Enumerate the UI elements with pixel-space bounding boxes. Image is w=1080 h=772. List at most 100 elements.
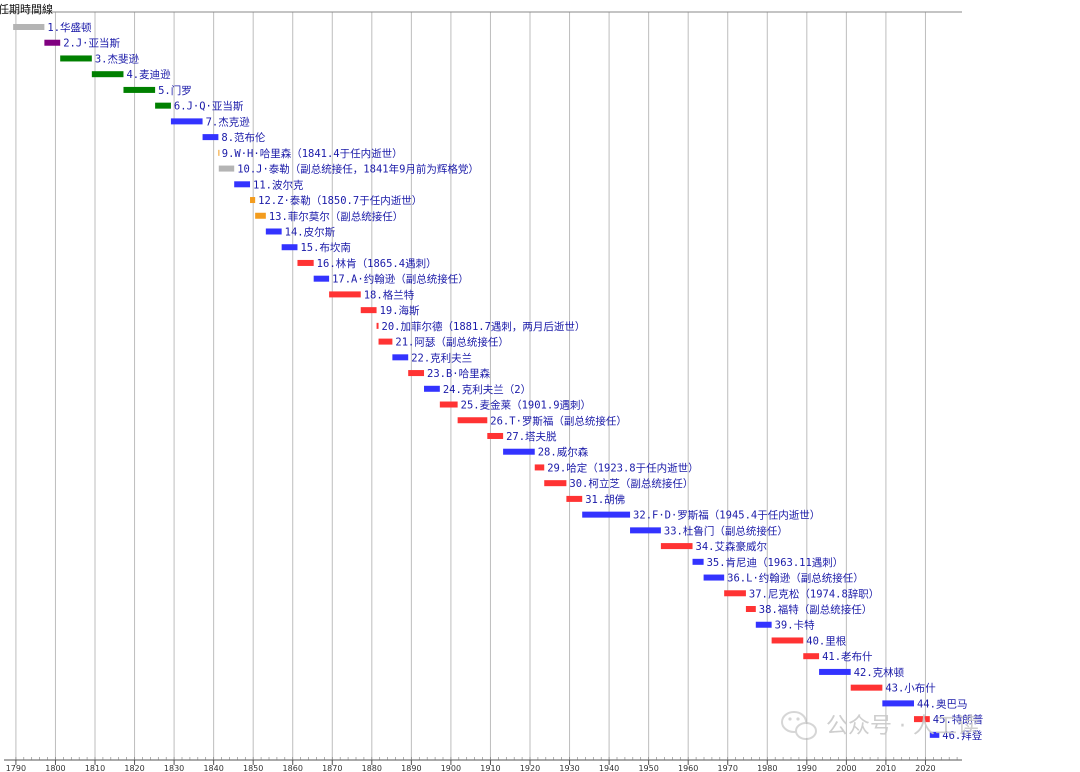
- term-label: 12.Z·泰勒（1850.7于任内逝世）: [258, 194, 422, 207]
- term-bar: [724, 590, 746, 597]
- term-label: 34.艾森豪威尔: [696, 540, 767, 553]
- term-label: 15.布坎南: [300, 241, 350, 254]
- term-bar: [819, 668, 851, 675]
- term-label: 5.门罗: [158, 84, 192, 97]
- term-label: 4.麦迪逊: [126, 69, 171, 81]
- term-label: 23.B·哈里森: [427, 367, 491, 380]
- term-label: 10.J·泰勒（副总统接任，1841年9月前为辉格党）: [237, 163, 479, 176]
- term-label: 36.L·约翰逊（副总统接任）: [727, 572, 864, 585]
- term-bar: [850, 684, 883, 691]
- term-label: 25.麦金莱（1901.9遇刺）: [461, 399, 591, 412]
- term-label: 28.威尔森: [538, 446, 589, 459]
- x-tick-label: 1990: [797, 764, 817, 772]
- wechat-icon: [781, 711, 817, 740]
- chart-title: 任期時間線: [0, 2, 53, 16]
- term-label: 6.J·Q·亚当斯: [174, 100, 244, 113]
- term-labels: 1.华盛顿 2.J·亚当斯 3.杰斐逊 4.麦迪逊 5.门罗 6.J·Q·亚当斯 7.杰克逊…: [47, 21, 983, 742]
- term-bar: [170, 118, 203, 125]
- term-bar: [929, 731, 940, 738]
- x-tick-label: 1950: [638, 764, 658, 772]
- x-tick-label: 1880: [362, 764, 382, 772]
- term-bar: [218, 165, 235, 172]
- term-bar: [703, 574, 725, 581]
- term-bar: [408, 370, 425, 377]
- term-label: 35.肯尼迪（1963.11遇刺）: [707, 556, 844, 569]
- x-tick-label: 1980: [757, 764, 777, 772]
- term-label: 14.皮尔斯: [285, 225, 336, 238]
- term-bar: [755, 621, 772, 628]
- x-tick-label: 1930: [559, 764, 579, 772]
- term-label: 2.J·亚当斯: [63, 37, 120, 50]
- term-label: 27.塔夫脱: [506, 430, 557, 443]
- term-bar: [329, 291, 361, 298]
- x-tick-label: 1860: [283, 764, 303, 772]
- term-label: 45.特朗普: [933, 713, 983, 726]
- term-label: 39.卡特: [775, 619, 815, 632]
- term-bar: [882, 700, 914, 707]
- term-bar: [392, 354, 409, 361]
- x-tick-label: 2020: [915, 764, 935, 772]
- term-label: 29.哈定（1923.8于任内逝世）: [547, 461, 698, 474]
- term-bar: [745, 606, 756, 613]
- term-bar: [566, 495, 583, 502]
- term-label: 24.克利夫兰（2）: [443, 383, 531, 396]
- term-label: 22.克利夫兰: [411, 351, 472, 364]
- x-tick-labels: 1790 1800 1810 1820 1830 1840 1850 1860 1870 1880…: [6, 757, 958, 772]
- term-label: 31.胡佛: [585, 493, 625, 506]
- term-bar: [630, 527, 661, 534]
- term-bar: [487, 432, 504, 439]
- term-bar: [582, 511, 631, 518]
- x-axis: [4, 11, 962, 761]
- term-bar: [913, 716, 930, 723]
- term-label: 21.阿瑟（副总统接任）: [395, 336, 508, 349]
- x-tick-label: 1810: [85, 764, 105, 772]
- term-label: 7.杰克逊: [206, 116, 251, 128]
- term-bar: [803, 653, 820, 660]
- x-tick-label: 1940: [599, 764, 619, 772]
- term-bar: [123, 86, 156, 93]
- term-label: 38.福特（副总统接任）: [759, 603, 872, 616]
- term-bar: [457, 417, 488, 424]
- term-label: 8.范布伦: [221, 131, 266, 144]
- term-label: 18.格兰特: [364, 288, 415, 301]
- x-tick-label: 1960: [678, 764, 698, 772]
- term-label: 33.杜鲁门（副总统接任）: [664, 524, 788, 537]
- term-label: 3.杰斐逊: [95, 53, 140, 65]
- term-label: 11.波尔克: [253, 178, 304, 191]
- watermark-text: 公众号 · 人工读: [826, 714, 979, 739]
- term-bar: [234, 181, 251, 188]
- term-bar: [13, 24, 45, 30]
- term-bar: [202, 134, 219, 141]
- term-bar: [250, 197, 256, 204]
- term-bar: [60, 55, 92, 62]
- term-label: 13.菲尔莫尔（副总统接任）: [269, 210, 403, 223]
- x-tick-label: 1820: [124, 764, 144, 772]
- x-tick-label: 1900: [441, 764, 461, 772]
- term-label: 43.小布什: [885, 683, 936, 695]
- term-bar: [155, 102, 171, 109]
- term-bar: [313, 275, 330, 282]
- term-bars: [13, 24, 940, 738]
- x-tick-label: 1870: [322, 764, 342, 772]
- term-label: 41.老布什: [822, 650, 873, 663]
- term-label: 46.拜登: [942, 729, 982, 742]
- term-bar: [424, 385, 440, 392]
- watermark: 公众号 · 人工读: [781, 711, 979, 740]
- x-tick-label: 1890: [401, 764, 421, 772]
- x-tick-label: 2010: [876, 764, 896, 772]
- term-label: 20.加菲尔德（1881.7遇刺，两月后逝世）: [382, 320, 586, 333]
- term-bar: [534, 464, 545, 471]
- term-bar: [218, 149, 220, 156]
- term-bar: [91, 71, 124, 78]
- x-tick-label: 1840: [203, 764, 223, 772]
- term-bar: [44, 39, 61, 46]
- term-bar: [255, 212, 266, 219]
- term-bar: [360, 307, 377, 314]
- term-label: 32.F·D·罗斯福（1945.4于任内逝世）: [633, 509, 820, 522]
- term-bar: [544, 480, 567, 487]
- x-tick-label: 1830: [164, 764, 184, 772]
- x-tick-label: 1850: [243, 764, 263, 772]
- x-tick-label: 1910: [480, 764, 500, 772]
- term-label: 26.T·罗斯福（副总统接任）: [490, 414, 627, 427]
